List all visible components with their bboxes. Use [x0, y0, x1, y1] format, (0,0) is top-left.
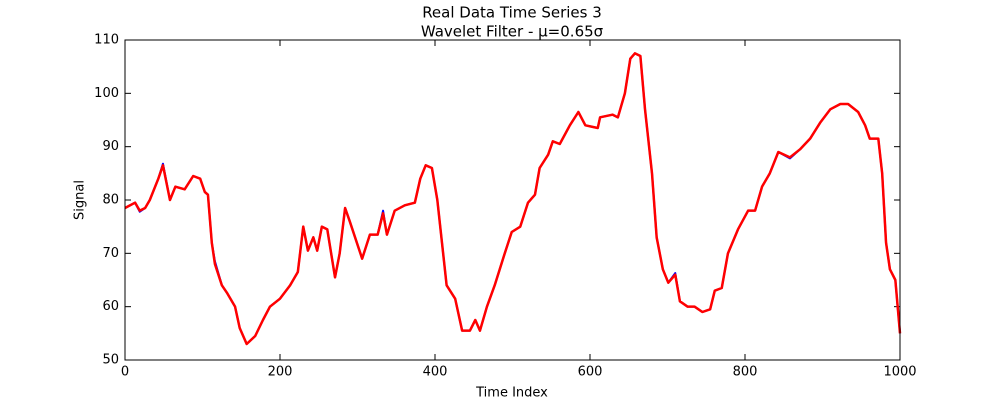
- plot-frame: [124, 39, 901, 361]
- x-axis-label: Time Index: [475, 386, 548, 401]
- y-tick-label: 60: [102, 299, 119, 314]
- x-tick-label: 1000: [883, 365, 916, 380]
- y-tick-label: 100: [94, 86, 119, 101]
- x-tick-label: 400: [423, 365, 448, 380]
- y-tick-label: 70: [102, 246, 119, 261]
- x-tick-label: 0: [121, 365, 129, 380]
- y-axis-label: Signal: [73, 180, 88, 220]
- x-tick-label: 200: [268, 365, 293, 380]
- chart-title: Real Data Time Series 3: [422, 4, 602, 22]
- chart-subtitle: Wavelet Filter - μ=0.65σ: [421, 23, 604, 41]
- y-tick-label: 90: [102, 139, 119, 154]
- y-tick-label: 50: [102, 353, 119, 368]
- y-tick-label: 80: [102, 193, 119, 208]
- x-tick-label: 600: [578, 365, 603, 380]
- series-line: [124, 52, 902, 346]
- x-tick-label: 800: [733, 365, 758, 380]
- y-tick-label: 110: [94, 33, 119, 48]
